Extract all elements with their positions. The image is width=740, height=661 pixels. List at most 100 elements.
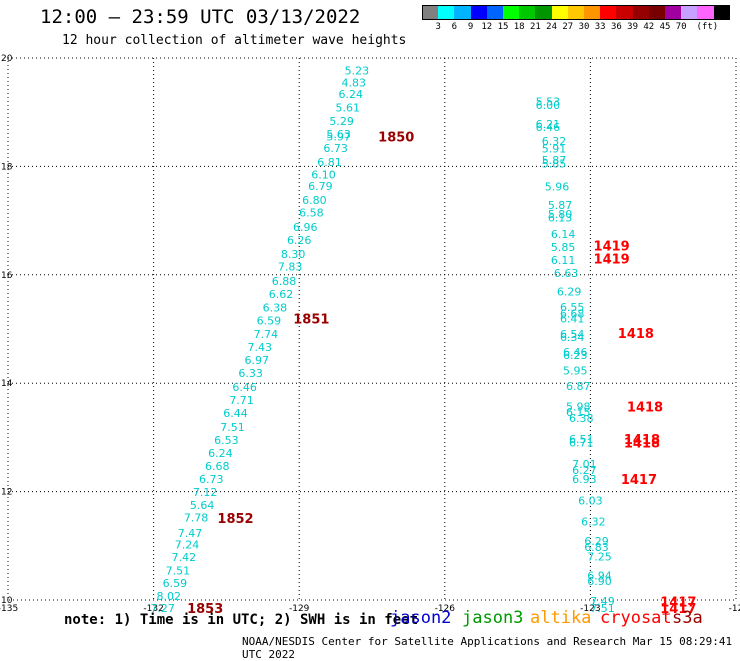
wave-height-label: 6.41 — [560, 313, 585, 326]
y-tick-label: 14 — [1, 379, 13, 389]
color-scale-swatch — [616, 5, 634, 20]
wave-height-label: 6.00 — [536, 99, 561, 112]
wave-height-label: 6.26 — [287, 234, 312, 247]
wave-height-label: 7.12 — [193, 486, 218, 499]
wave-height-label: 6.29 — [584, 535, 609, 548]
wave-height-label: 6.11 — [551, 254, 576, 267]
color-scale-tick-label: 70 — [675, 22, 687, 32]
wave-height-label: 6.33 — [238, 367, 263, 380]
wave-height-label: 6.59 — [163, 577, 188, 590]
wave-height-label: 7.42 — [172, 551, 197, 564]
wave-height-label: 6.88 — [272, 275, 297, 288]
wave-height-label: 6.97 — [244, 354, 269, 367]
color-scale-swatch — [648, 5, 666, 20]
wave-height-label: 6.14 — [551, 228, 576, 241]
wave-height-label: 4.83 — [342, 76, 367, 89]
color-scale-tick-label: 15 — [497, 22, 509, 32]
x-tick-label: -135 — [0, 604, 18, 614]
color-scale-tick-label: 27 — [562, 22, 574, 32]
color-scale-swatch — [584, 5, 601, 20]
wave-height-label: 7.51 — [220, 421, 245, 434]
wave-height-label: 8.30 — [281, 248, 306, 261]
color-scale-tick-label: 39 — [627, 22, 639, 32]
wave-height-label: 6.68 — [560, 307, 585, 320]
color-scale-tick-label: 3 — [435, 22, 441, 32]
time-label: 1418 — [624, 436, 660, 451]
wave-height-label: 6.46 — [563, 346, 588, 359]
wave-height-label: 6.29 — [557, 286, 582, 299]
color-scale-swatch — [632, 5, 650, 20]
color-scale-tick-label: 33 — [594, 22, 606, 32]
color-scale-swatch — [697, 5, 715, 20]
time-label: 1418 — [618, 327, 654, 342]
color-scale-tick-label: 21 — [529, 22, 541, 32]
color-scale-border — [422, 5, 730, 20]
wave-height-label: 6.55 — [560, 301, 585, 314]
wave-height-label: 6.21 — [536, 118, 561, 131]
wave-height-label: 6.38 — [263, 301, 288, 314]
y-tick-label: 18 — [1, 162, 13, 172]
time-label: 1418 — [624, 433, 660, 448]
wave-height-label: 7.83 — [278, 261, 303, 274]
color-scale-tick-label: 42 — [643, 22, 655, 32]
color-scale-swatch — [454, 5, 472, 20]
footer-note: note: 1) Time is in UTC; 2) SWH is in fe… — [64, 612, 419, 628]
wave-height-label: 7.51 — [166, 565, 191, 578]
wave-height-label: 5.96 — [545, 180, 570, 193]
wave-height-label: 7.78 — [184, 512, 209, 525]
wave-height-label: 6.32 — [542, 135, 567, 148]
wave-height-label: 6.51 — [569, 433, 594, 446]
wave-height-label: 6.80 — [302, 194, 327, 207]
wave-height-label: 6.10 — [311, 169, 336, 182]
wave-height-label: 5.64 — [190, 499, 215, 512]
color-scale-swatch — [567, 5, 585, 20]
color-scale-swatch — [600, 5, 617, 20]
wave-height-label: 6.54 — [560, 328, 585, 341]
wave-height-label: 6.38 — [569, 412, 594, 425]
wave-height-label: 6.15 — [566, 406, 591, 419]
wave-height-label: 6.44 — [223, 407, 248, 420]
wave-height-label: 6.34 — [560, 331, 585, 344]
color-scale-tick-label: 18 — [513, 22, 525, 32]
x-tick-label: -129 — [289, 604, 310, 614]
time-label: 1852 — [217, 512, 253, 527]
wave-height-label: 7.71 — [229, 394, 254, 407]
color-scale-tick-label: 9 — [467, 22, 474, 32]
x-tick-label: -123 — [580, 604, 600, 614]
wave-height-label: 7.43 — [248, 341, 273, 354]
y-tick-label: 12 — [1, 488, 12, 498]
wave-height-label: 6.83 — [584, 541, 609, 554]
wave-height-label: 6.24 — [339, 88, 364, 101]
page-subtitle: 12 hour collection of altimeter wave hei… — [62, 33, 407, 48]
time-label: 1850 — [378, 131, 414, 146]
color-scale-swatch — [519, 5, 536, 20]
wave-height-label: 5.61 — [335, 101, 360, 114]
time-label: 1419 — [594, 253, 630, 268]
color-scale-tick-label: 12 — [481, 22, 493, 32]
y-tick-label: 10 — [1, 596, 13, 606]
color-scale-tick-label: 36 — [610, 22, 622, 32]
time-label: 1417 — [621, 473, 657, 488]
wave-height-label: 7.74 — [254, 328, 279, 341]
wave-height-label: 5.87 — [548, 199, 573, 212]
wave-height-label: 7.24 — [175, 539, 200, 552]
time-label: 1853 — [187, 602, 223, 617]
color-scale-swatch — [470, 5, 488, 20]
wave-height-label: 6.24 — [208, 447, 233, 460]
x-tick-label: -12 — [729, 604, 740, 614]
wave-height-label: 6.96 — [293, 221, 318, 234]
wave-height-label: 7.47 — [178, 527, 203, 540]
color-scale-swatch — [665, 5, 682, 20]
wave-height-label: 7.25 — [587, 551, 612, 564]
wave-height-label: 6.53 — [214, 434, 239, 447]
x-tick-label: -126 — [435, 604, 456, 614]
plot-frame — [7, 57, 737, 601]
mission-legend-altika: altika — [530, 608, 592, 628]
wave-height-label: 6.68 — [205, 460, 230, 473]
time-label: 1418 — [627, 401, 663, 416]
wave-height-label: 6.03 — [578, 494, 603, 507]
wave-height-label: 6.46 — [232, 381, 257, 394]
wave-height-label: 6.58 — [299, 206, 324, 219]
wave-height-label: 7.01 — [572, 458, 597, 471]
wave-height-label: 5.95 — [563, 365, 588, 378]
